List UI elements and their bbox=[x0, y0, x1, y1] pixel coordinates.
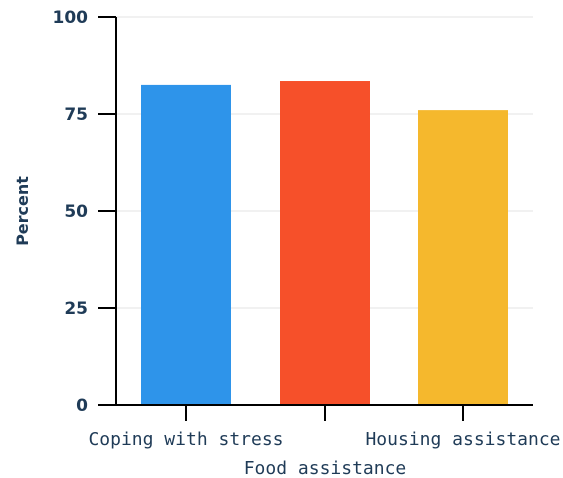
bar bbox=[280, 81, 370, 406]
bar bbox=[418, 110, 508, 406]
x-tick-label: Food assistance bbox=[244, 458, 407, 478]
x-tick-label: Coping with stress bbox=[88, 429, 283, 450]
y-tick-label: 50 bbox=[64, 202, 88, 222]
y-tick-label: 0 bbox=[76, 396, 88, 416]
bars bbox=[141, 81, 508, 406]
x-tick-label: Housing assistance bbox=[365, 429, 560, 450]
y-tick-label: 75 bbox=[64, 105, 88, 125]
y-axis-label: Percent bbox=[13, 176, 32, 246]
y-ticks: 0 25 50 75 100 bbox=[53, 8, 116, 416]
y-tick-label: 25 bbox=[64, 299, 88, 319]
y-tick-label: 100 bbox=[53, 8, 89, 28]
x-ticks: Coping with stress Food assistance Housing… bbox=[88, 405, 561, 478]
bar bbox=[141, 84, 231, 406]
